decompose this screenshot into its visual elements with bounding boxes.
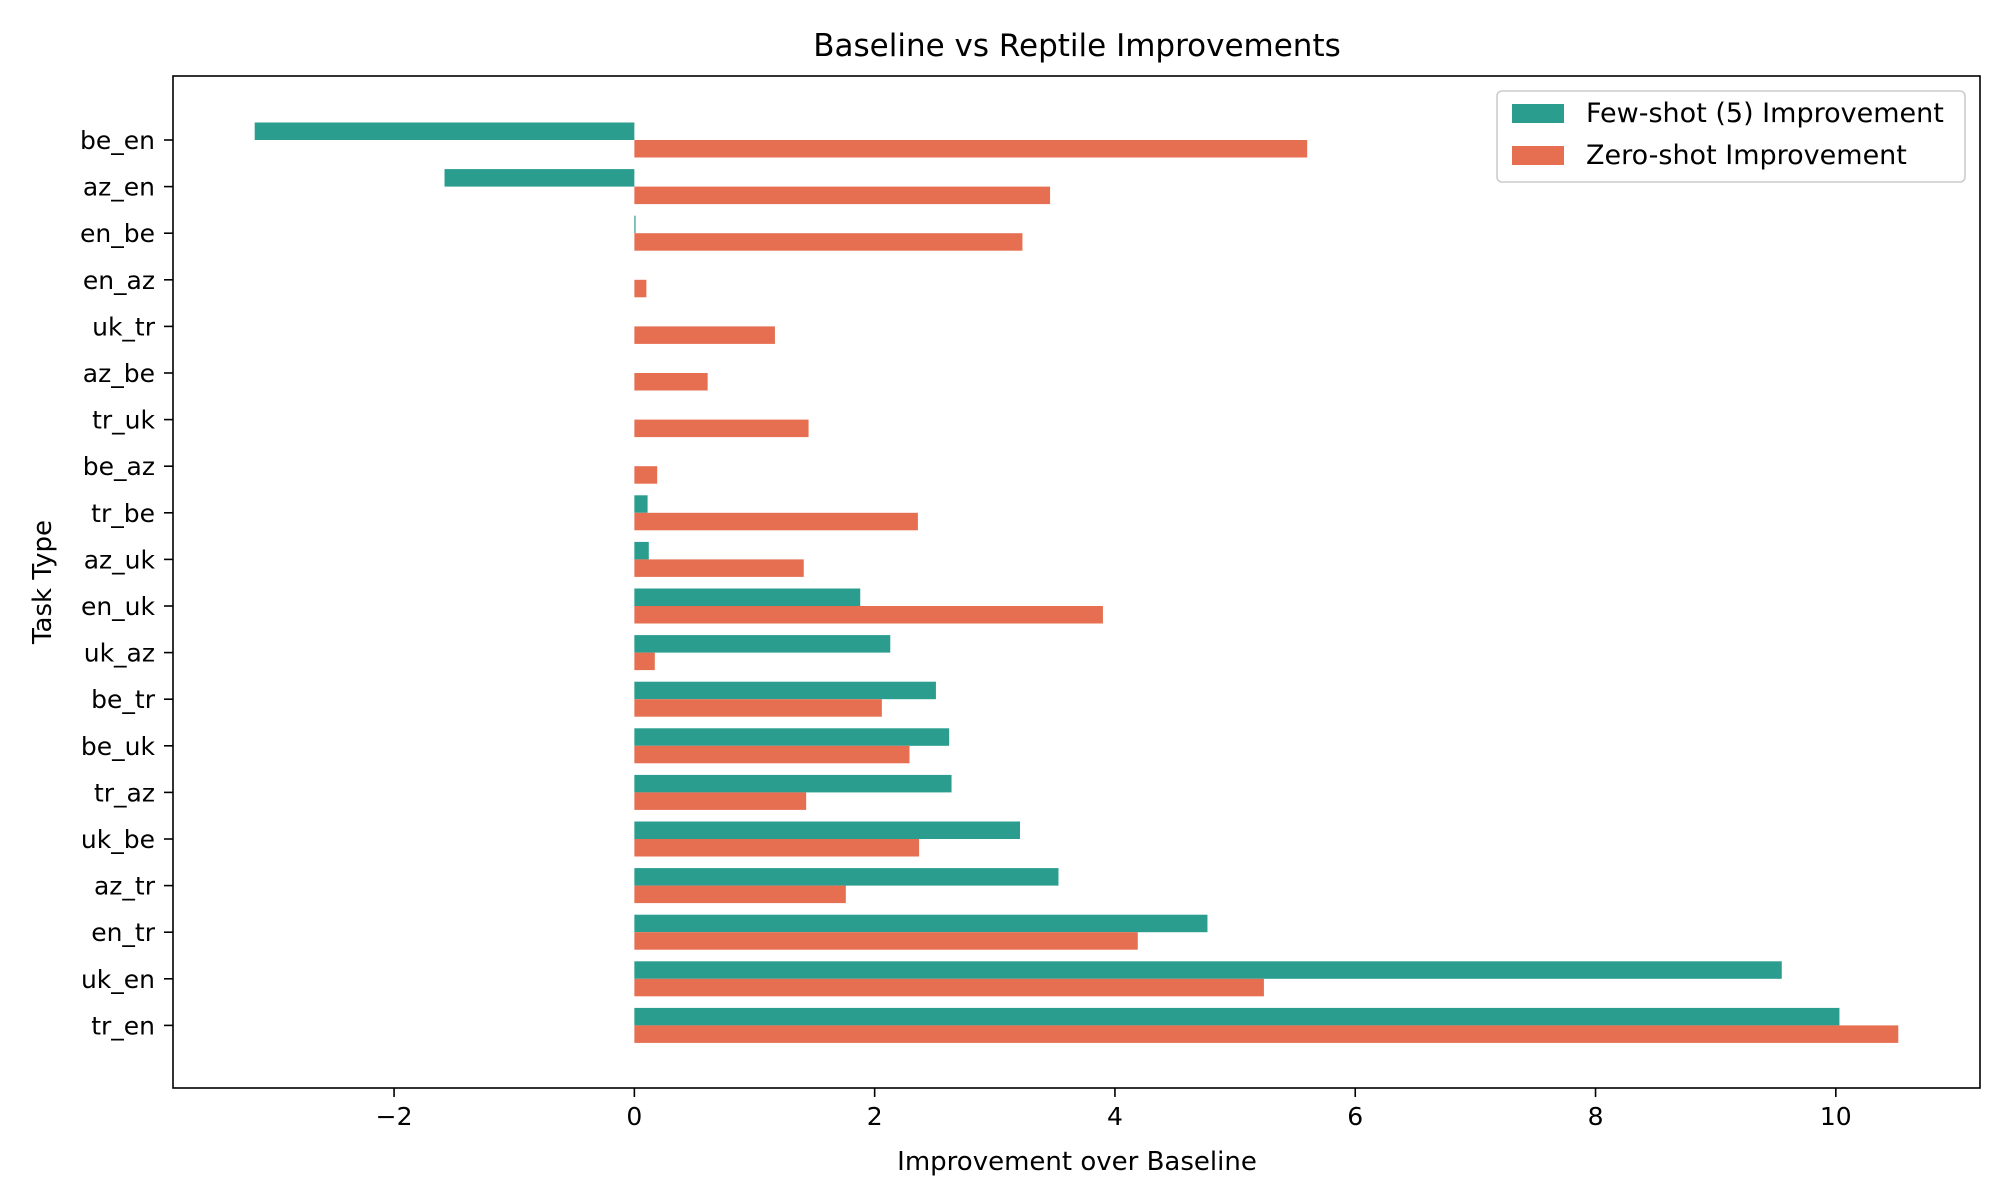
y-tick-label: be_az xyxy=(83,452,155,481)
bar-zero-shot-tr_be xyxy=(634,512,918,531)
x-tick-label: 4 xyxy=(1107,1102,1123,1131)
x-tick-label: 6 xyxy=(1347,1102,1363,1131)
legend: Few-shot (5) Improvement Zero-shot Impro… xyxy=(1496,90,1966,183)
bar-zero-shot-tr_en xyxy=(634,1025,1899,1043)
plot-frame xyxy=(172,75,1981,1089)
bar-few-shot-az_uk xyxy=(634,541,649,560)
y-tick-label: en_be xyxy=(80,219,155,248)
x-tick-label: 2 xyxy=(867,1102,883,1131)
bar-zero-shot-uk_az xyxy=(634,652,655,671)
bar-few-shot-be_tr xyxy=(634,681,936,700)
y-tick-label: en_az xyxy=(83,266,155,295)
bar-zero-shot-en_uk xyxy=(634,606,1103,624)
y-tick-label: uk_tr xyxy=(92,312,156,341)
bar-few-shot-en_be xyxy=(634,215,636,234)
x-axis-title: Improvement over Baseline xyxy=(897,1147,1257,1177)
y-tick-label: az_en xyxy=(83,173,155,202)
x-axis-ticks: −2 0 2 4 6 8 10 xyxy=(376,1088,1852,1131)
bar-zero-shot-tr_az xyxy=(634,792,807,810)
y-tick-label: en_tr xyxy=(91,918,156,947)
legend-frame xyxy=(1496,90,1966,183)
bar-zero-shot-uk_be xyxy=(634,839,920,857)
legend-swatch-zero-shot xyxy=(1512,146,1564,165)
y-tick-label: az_be xyxy=(83,359,155,388)
y-tick-label: az_uk xyxy=(84,545,156,574)
bar-few-shot-tr_be xyxy=(634,495,648,513)
bar-zero-shot-az_uk xyxy=(634,559,804,577)
x-tick-label: −2 xyxy=(376,1102,413,1131)
y-tick-label: tr_az xyxy=(94,778,155,807)
x-tick-label: 0 xyxy=(626,1102,642,1131)
y-tick-label: be_en xyxy=(80,126,155,155)
bar-zero-shot-uk_en xyxy=(634,978,1264,997)
bar-few-shot-en_tr xyxy=(634,914,1208,933)
y-tick-label: tr_uk xyxy=(92,406,155,435)
bar-few-shot-az_tr xyxy=(634,868,1059,886)
bar-few-shot-uk_az xyxy=(634,635,891,653)
bar-few-shot-az_en xyxy=(444,169,635,187)
x-tick-label: 10 xyxy=(1820,1102,1852,1131)
y-tick-label: uk_be xyxy=(81,825,155,854)
bar-zero-shot-en_tr xyxy=(634,932,1138,950)
bar-zero-shot-be_uk xyxy=(634,745,910,764)
y-tick-label: en_uk xyxy=(81,592,156,621)
legend-swatch-few-shot xyxy=(1512,104,1564,123)
y-tick-label: be_uk xyxy=(81,732,156,761)
bars-group xyxy=(254,122,1899,1043)
bar-few-shot-be_uk xyxy=(634,728,950,746)
bar-few-shot-uk_en xyxy=(634,961,1782,979)
bar-few-shot-tr_az xyxy=(634,774,952,793)
y-tick-label: az_tr xyxy=(94,872,156,901)
bar-few-shot-en_uk xyxy=(634,588,861,606)
bar-zero-shot-be_az xyxy=(634,466,658,484)
bar-zero-shot-tr_uk xyxy=(634,419,809,438)
y-axis-ticks: be_en az_en en_be en_az uk_tr az_be tr_uk be_az… xyxy=(80,126,173,1040)
bar-few-shot-be_en xyxy=(254,122,635,140)
bar-zero-shot-az_tr xyxy=(634,885,846,904)
bar-few-shot-uk_be xyxy=(634,821,1021,839)
bar-zero-shot-be_en xyxy=(634,140,1308,158)
y-tick-label: tr_be xyxy=(91,499,155,528)
y-tick-label: uk_en xyxy=(81,965,155,994)
x-tick-label: 8 xyxy=(1588,1102,1604,1131)
bar-zero-shot-az_be xyxy=(634,373,708,391)
y-tick-label: uk_az xyxy=(84,639,155,668)
chart-title: Baseline vs Reptile Improvements xyxy=(813,28,1341,64)
bar-zero-shot-az_en xyxy=(634,186,1051,205)
y-tick-label: tr_en xyxy=(91,1011,155,1040)
bar-zero-shot-en_be xyxy=(634,233,1023,251)
bar-zero-shot-en_az xyxy=(634,279,647,298)
bar-few-shot-tr_en xyxy=(634,1007,1840,1026)
y-axis-title: Task Type xyxy=(28,520,58,645)
legend-label-few-shot: Few-shot (5) Improvement xyxy=(1586,98,1944,129)
y-tick-label: be_tr xyxy=(91,685,156,714)
bar-zero-shot-uk_tr xyxy=(634,326,775,344)
bar-zero-shot-be_tr xyxy=(634,699,882,717)
legend-label-zero-shot: Zero-shot Improvement xyxy=(1586,140,1907,171)
